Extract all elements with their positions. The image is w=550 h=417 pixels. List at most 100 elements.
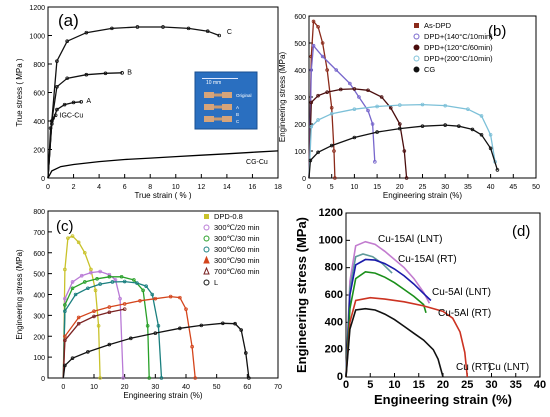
y-tick-label: 1000 <box>29 34 45 41</box>
data-point <box>86 286 90 291</box>
y-tick-label: 800 <box>33 209 45 216</box>
chart-panel-a: 0 2 4 6 8 10 12 14 16 18 0 200 400 600 800 1000 1200 True… <box>15 5 282 200</box>
data-point <box>325 90 329 94</box>
legend-marker <box>203 246 210 253</box>
curve-label: C <box>227 29 232 36</box>
panel-label: (a) <box>58 11 79 30</box>
panel-d-annotations: Cu-15Al (LNT) Cu-15Al (RT) Cu-5Al (LNT) Cu-… <box>378 234 529 373</box>
y-tick-label: 700 <box>33 230 45 237</box>
data-point <box>370 122 375 126</box>
data-point <box>63 296 67 301</box>
data-point <box>316 150 320 155</box>
legend-marker <box>414 23 419 28</box>
data-point <box>95 277 99 281</box>
y-tick-label: 0 <box>41 176 45 183</box>
panel-label: (d) <box>512 223 530 240</box>
data-point <box>178 295 182 300</box>
data-point <box>247 376 251 380</box>
legend-marker <box>203 224 210 231</box>
data-point <box>168 294 173 299</box>
legend-entry: 300℃/90 min <box>214 256 260 265</box>
legend-entry: L <box>214 278 218 287</box>
data-point <box>70 280 75 284</box>
data-point <box>379 95 384 99</box>
x-tick-label: 4 <box>97 184 101 191</box>
data-point <box>373 160 377 164</box>
data-point <box>239 328 244 332</box>
data-point <box>375 130 379 134</box>
x-tick-label: 10 <box>388 379 400 391</box>
data-point <box>92 314 96 319</box>
curve-label: Cu-5Al (LNT) <box>432 287 491 298</box>
x-axis-label: Engineering strain (%) <box>383 191 462 200</box>
data-point <box>141 288 145 293</box>
y-tick-label: 200 <box>33 148 45 155</box>
data-point <box>352 87 357 91</box>
data-point <box>311 43 316 48</box>
data-point <box>184 307 188 311</box>
series-line-dpd-0-8 <box>62 235 101 379</box>
specimen-grip <box>222 92 232 98</box>
legend-entry: DPD+(120°C/60min) <box>424 43 493 52</box>
legend-entry: DPD-0.8 <box>214 212 243 221</box>
y-tick-label: 1000 <box>319 234 343 246</box>
data-point <box>366 88 370 93</box>
data-point <box>93 288 98 293</box>
x-tick-label: 30 <box>441 184 449 191</box>
curve-label: B <box>127 70 132 77</box>
y-tick-label: 200 <box>294 122 306 129</box>
x-tick-label: 15 <box>373 184 381 191</box>
x-tick-label: 16 <box>249 184 257 191</box>
data-point <box>366 108 370 113</box>
data-point <box>479 133 484 137</box>
data-point <box>107 342 112 347</box>
data-point <box>397 103 402 107</box>
x-tick-label: 25 <box>419 184 427 191</box>
data-point <box>352 135 357 140</box>
data-point <box>186 26 191 31</box>
data-point <box>55 85 59 89</box>
data-point <box>107 305 112 309</box>
legend-entry: 300℃/20 min <box>214 223 260 232</box>
data-point <box>144 284 148 288</box>
legend-marker <box>203 266 210 275</box>
legend-marker <box>413 66 420 73</box>
data-point <box>320 54 325 59</box>
chart-panel-b: 0 5 10 15 20 25 30 35 40 45 500100200300400500600E… <box>278 14 540 200</box>
chart-panel-c: 0 10 20 30 40 50 60 700100200300400500600700800… <box>15 209 282 400</box>
x-tick-label: 35 <box>510 379 522 391</box>
data-point <box>129 336 133 341</box>
data-point <box>217 33 222 38</box>
data-point <box>110 26 114 31</box>
y-axis-label: True stress ( MPa ) <box>15 58 24 126</box>
curve-label: A <box>86 98 91 105</box>
x-tick-label: 40 <box>182 384 190 391</box>
curve-label: Cu (RT) <box>456 362 491 373</box>
specimen-gauge <box>214 93 222 97</box>
data-point <box>63 338 67 343</box>
inset-label: Original <box>236 93 252 98</box>
data-point <box>53 113 58 118</box>
legend-b: As-DPD DPD+(140°C/10min) DPD+(120°C/60min)… <box>413 21 493 74</box>
legend-c: DPD-0.8 300℃/20 min 300℃/30 min 300℃/60 min… <box>203 212 260 287</box>
data-point <box>73 292 78 297</box>
data-point <box>308 158 313 163</box>
data-point <box>63 334 67 339</box>
data-point <box>65 76 69 81</box>
data-point <box>357 95 361 99</box>
specimen-grip <box>204 116 214 122</box>
data-point <box>156 324 161 328</box>
series-line-cu-5al-rt- <box>345 270 427 378</box>
data-point <box>221 321 225 326</box>
data-point <box>132 278 136 282</box>
x-tick-label: 20 <box>437 379 449 391</box>
curve-label: Cu-15Al (RT) <box>398 254 457 265</box>
data-point <box>122 302 127 306</box>
y-tick-label: 800 <box>325 262 343 274</box>
series-line-cu-5al-lnt- <box>345 258 432 378</box>
panel-label: (c) <box>56 218 74 235</box>
y-tick-label: 100 <box>33 355 45 362</box>
legend-marker <box>203 235 210 242</box>
data-point <box>161 25 165 29</box>
plot-frame <box>308 15 537 179</box>
